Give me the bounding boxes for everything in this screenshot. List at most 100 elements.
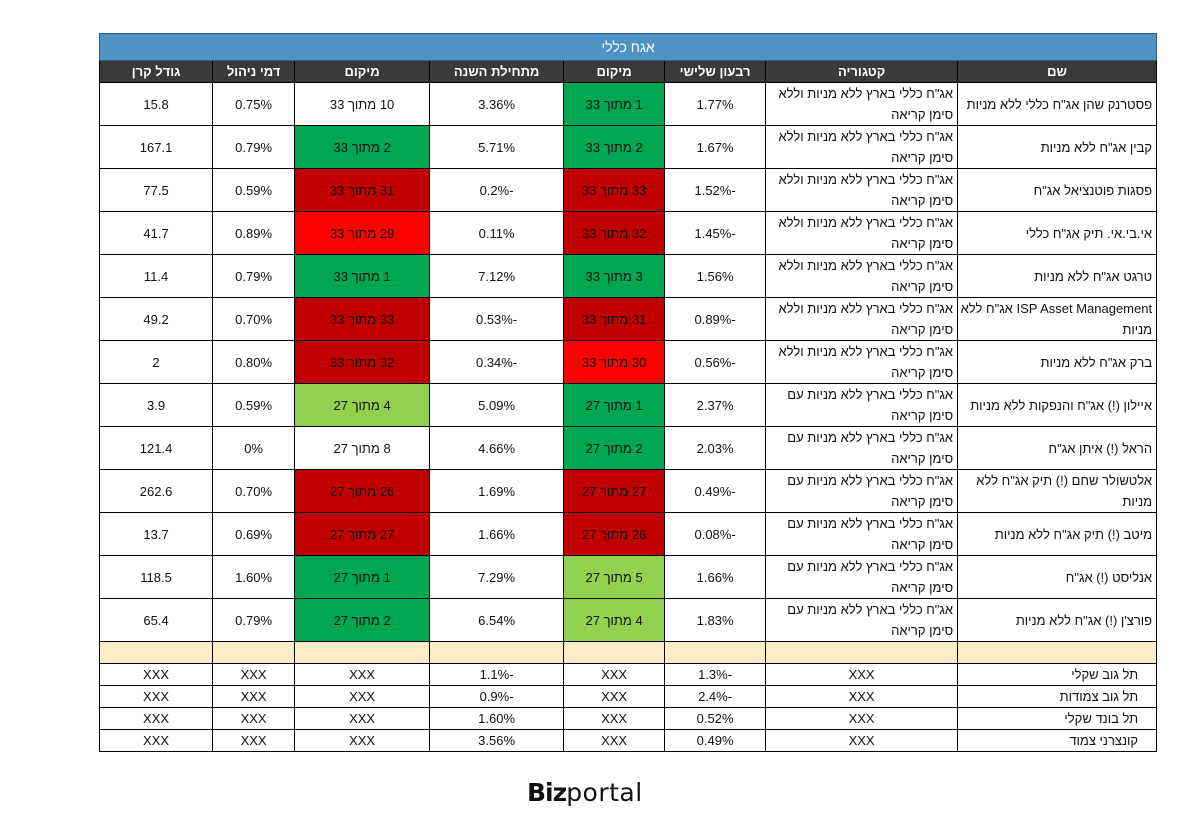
- management-fee: 0.70%: [212, 469, 296, 513]
- q3-return: 1.83%: [664, 598, 767, 642]
- ytd-return: 5.09%: [429, 383, 565, 427]
- benchmark-fee: XXX: [212, 663, 296, 686]
- table-title: אגח כללי: [98, 33, 1158, 61]
- table-row: הראל (!) איתן אג"ח אג"ח כללי בארץ ללא מנ…: [98, 426, 1158, 470]
- ytd-return: -0.2%: [429, 168, 565, 212]
- ytd-rank: 1 מתוך 27: [294, 555, 431, 599]
- table-row: ISP Asset Management אג"ח ללא מניות אג"ח…: [98, 297, 1158, 341]
- q3-rank: 30 מתוך 33: [563, 340, 666, 384]
- fund-size: 77.5: [98, 168, 214, 212]
- ytd-return: 7.29%: [429, 555, 565, 599]
- benchmark-ytd-rank: XXX: [294, 663, 431, 686]
- q3-return: -0.56%: [664, 340, 767, 384]
- fund-size: 11.4: [98, 254, 214, 298]
- q3-return: -0.89%: [664, 297, 767, 341]
- ytd-return: -0.53%: [429, 297, 565, 341]
- fund-category: אג"ח כללי בארץ ללא מניות וללא סימן קריאה: [765, 168, 959, 212]
- fund-size: 3.9: [98, 383, 214, 427]
- management-fee: 0.79%: [212, 598, 296, 642]
- benchmark-q3-rank: XXX: [563, 707, 666, 730]
- benchmark-fee: XXX: [212, 729, 296, 752]
- table-row: אי.בי.אי. תיק אג"ח כללי אג"ח כללי בארץ ל…: [98, 211, 1158, 255]
- q3-rank: 33 מתוך 33: [563, 168, 666, 212]
- q3-return: 2.37%: [664, 383, 767, 427]
- table-row: מיטב (!) תיק אג"ח ללא מניות אג"ח כללי בא…: [98, 512, 1158, 556]
- benchmark-name: קונצרני צמוד: [957, 729, 1158, 752]
- fund-name: אלטשולר שחם (!) תיק אג"ח ללא מניות: [957, 469, 1158, 513]
- benchmark-size: XXX: [98, 685, 214, 708]
- fund-name: ISP Asset Management אג"ח ללא מניות: [957, 297, 1158, 341]
- ytd-rank: 31 מתוך 33: [294, 168, 431, 212]
- q3-rank: 3 מתוך 33: [563, 254, 666, 298]
- management-fee: 0.89%: [212, 211, 296, 255]
- fund-category: אג"ח כללי בארץ ללא מניות וללא סימן קריאה: [765, 211, 959, 255]
- benchmark-q3-rank: XXX: [563, 663, 666, 686]
- benchmark-row: תל גוב צמודות XXX -2.4% XXX -0.9% XXX XX…: [98, 685, 1158, 708]
- ytd-return: 0.11%: [429, 211, 565, 255]
- bizportal-logo: Biz portal: [527, 778, 717, 808]
- benchmark-size: XXX: [98, 663, 214, 686]
- ytd-return: -0.34%: [429, 340, 565, 384]
- management-fee: 1.60%: [212, 555, 296, 599]
- fund-size: 65.4: [98, 598, 214, 642]
- fund-size: 121.4: [98, 426, 214, 470]
- benchmark-q3-return: -1.3%: [664, 663, 767, 686]
- management-fee: 0.70%: [212, 297, 296, 341]
- table-row: אנליסט (!) אג"ח אג"ח כללי בארץ ללא מניות…: [98, 555, 1158, 599]
- table-row: ברק אג"ח ללא מניות אג"ח כללי בארץ ללא מנ…: [98, 340, 1158, 384]
- q3-rank: 31 מתוך 33: [563, 297, 666, 341]
- ytd-rank: 4 מתוך 27: [294, 383, 431, 427]
- fund-ranking-table: אגח כללי שם קטגוריה רבעון שלישי מיקום מת…: [98, 33, 1158, 752]
- table-row: פסטרנק שהן אג"ח כללי ללא מניות אג"ח כללי…: [98, 82, 1158, 126]
- fund-name: הראל (!) איתן אג"ח: [957, 426, 1158, 470]
- benchmark-ytd-return: -0.9%: [429, 685, 565, 708]
- ytd-rank: 26 מתוך 27: [294, 469, 431, 513]
- benchmark-q3-rank: XXX: [563, 685, 666, 708]
- fund-name: קבין אג"ח ללא מניות: [957, 125, 1158, 169]
- q3-return: 1.77%: [664, 82, 767, 126]
- fund-size: 167.1: [98, 125, 214, 169]
- management-fee: 0.59%: [212, 383, 296, 427]
- header-category: קטגוריה: [765, 60, 959, 83]
- fund-size: 41.7: [98, 211, 214, 255]
- benchmark-ytd-return: 3.56%: [429, 729, 565, 752]
- q3-return: 2.03%: [664, 426, 767, 470]
- benchmark-row: תל גוב שקלי XXX -1.3% XXX -1.1% XXX XXX …: [98, 663, 1158, 686]
- header-management-fee: דמי ניהול: [212, 60, 296, 83]
- ytd-rank: 2 מתוך 27: [294, 598, 431, 642]
- fund-size: 2: [98, 340, 214, 384]
- fund-name: אי.בי.אי. תיק אג"ח כללי: [957, 211, 1158, 255]
- fund-category: אג"ח כללי בארץ ללא מניות עם סימן קריאה: [765, 598, 959, 642]
- benchmark-category: XXX: [765, 729, 959, 752]
- management-fee: 0.59%: [212, 168, 296, 212]
- q3-return: -1.52%: [664, 168, 767, 212]
- q3-return: -0.49%: [664, 469, 767, 513]
- benchmark-q3-return: 0.52%: [664, 707, 767, 730]
- management-fee: 0.75%: [212, 82, 296, 126]
- benchmark-size: XXX: [98, 707, 214, 730]
- benchmark-size: XXX: [98, 729, 214, 752]
- fund-size: 118.5: [98, 555, 214, 599]
- fund-category: אג"ח כללי בארץ ללא מניות עם סימן קריאה: [765, 469, 959, 513]
- table-row: טרגט אג"ח ללא מניות אג"ח כללי בארץ ללא מ…: [98, 254, 1158, 298]
- fund-category: אג"ח כללי בארץ ללא מניות וללא סימן קריאה: [765, 254, 959, 298]
- ytd-return: 6.54%: [429, 598, 565, 642]
- fund-name: טרגט אג"ח ללא מניות: [957, 254, 1158, 298]
- q3-rank: 5 מתוך 27: [563, 555, 666, 599]
- fund-name: ברק אג"ח ללא מניות: [957, 340, 1158, 384]
- ytd-rank: 2 מתוך 33: [294, 125, 431, 169]
- header-fund-size: גודל קרן: [98, 60, 214, 83]
- benchmark-row: קונצרני צמוד XXX 0.49% XXX 3.56% XXX XXX…: [98, 729, 1158, 752]
- benchmark-ytd-rank: XXX: [294, 729, 431, 752]
- management-fee: 0.79%: [212, 125, 296, 169]
- fund-name: פסטרנק שהן אג"ח כללי ללא מניות: [957, 82, 1158, 126]
- benchmark-row: תל בונד שקלי XXX 0.52% XXX 1.60% XXX XXX…: [98, 707, 1158, 730]
- fund-size: 49.2: [98, 297, 214, 341]
- header-name: שם: [957, 60, 1158, 83]
- benchmark-ytd-return: -1.1%: [429, 663, 565, 686]
- benchmark-q3-return: -2.4%: [664, 685, 767, 708]
- benchmark-ytd-rank: XXX: [294, 685, 431, 708]
- q3-return: 1.56%: [664, 254, 767, 298]
- benchmark-ytd-return: 1.60%: [429, 707, 565, 730]
- benchmark-category: XXX: [765, 663, 959, 686]
